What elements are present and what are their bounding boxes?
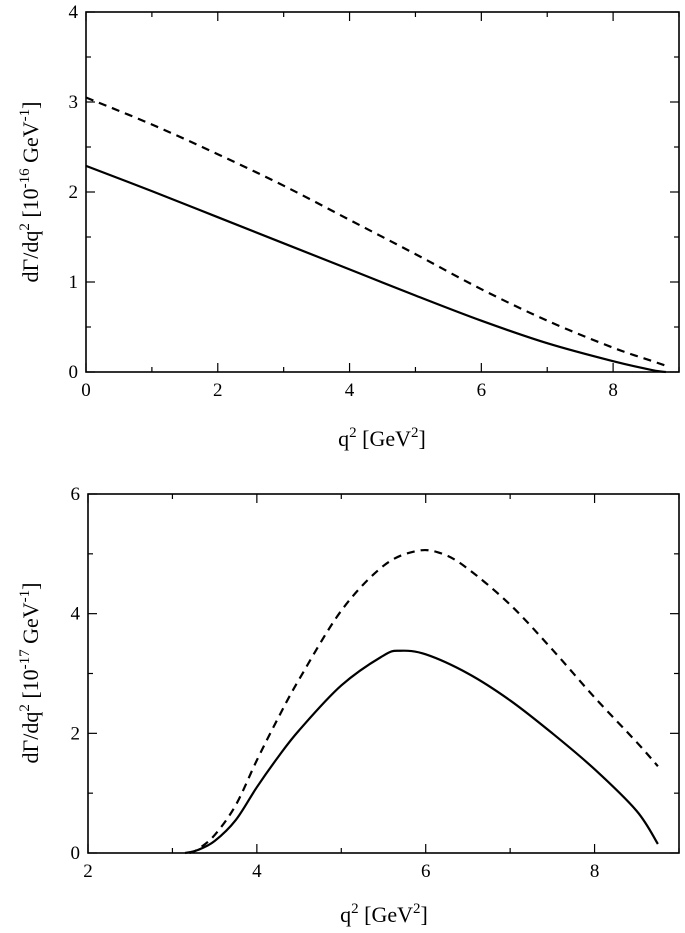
x-tick-label: 6 <box>477 380 487 401</box>
y-tick-label: 6 <box>71 484 81 505</box>
series-lines <box>85 96 667 374</box>
y-tick-label: 3 <box>69 92 79 113</box>
top-panel: 0 2 4 6 8 0 1 2 3 4 q2 [GeV2] dΓ/dq2 [10-16 GeV-1… <box>17 2 680 451</box>
y-axis-label: dΓ/dq2 [10-16 GeV-1] <box>17 101 43 282</box>
y-tick-label: 2 <box>71 723 81 744</box>
x-tick-label: 0 <box>81 380 91 401</box>
x-tick-label: 8 <box>590 861 600 882</box>
series-lines <box>184 548 659 855</box>
x-tick-label: 8 <box>608 380 618 401</box>
series-line-dashed <box>188 548 659 855</box>
y-tick-label: 1 <box>69 272 79 293</box>
series-line-solid <box>85 164 666 374</box>
x-tick-label: 4 <box>345 380 355 401</box>
series-line-solid <box>184 649 659 855</box>
x-tick-label: 4 <box>252 861 262 882</box>
x-tick-label: 6 <box>421 861 431 882</box>
x-axis-label: q2 [GeV2] <box>340 901 428 927</box>
plot-frame <box>87 493 680 854</box>
plot-frame <box>85 11 680 373</box>
x-tick-label: 2 <box>83 861 93 882</box>
tick-labels: 0 2 4 6 8 0 1 2 3 4 <box>69 2 618 401</box>
ticks <box>87 493 680 854</box>
x-tick-label: 2 <box>213 380 223 401</box>
y-tick-label: 0 <box>71 843 81 864</box>
y-tick-label: 2 <box>69 182 79 203</box>
y-tick-label: 4 <box>71 604 81 625</box>
series-line-dashed <box>85 96 667 367</box>
ticks <box>85 11 680 373</box>
y-tick-label: 0 <box>69 362 79 383</box>
x-axis-label: q2 [GeV2] <box>338 425 426 451</box>
y-axis-label: dΓ/dq2 [10-17 GeV-1] <box>17 582 43 763</box>
y-tick-label: 4 <box>69 2 79 23</box>
